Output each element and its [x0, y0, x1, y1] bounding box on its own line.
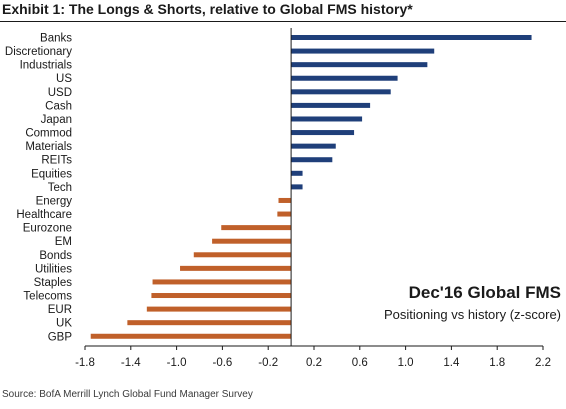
x-tick-label: 1.4	[443, 357, 460, 369]
bar	[152, 279, 292, 285]
bar	[291, 130, 355, 136]
annotation-title: Dec'16 Global FMS	[409, 283, 561, 302]
category-label: Energy	[36, 195, 73, 207]
category-label: Commod	[25, 128, 72, 140]
bar	[127, 320, 292, 326]
category-label: Bonds	[39, 250, 72, 262]
x-tick-label: -0.2	[258, 357, 278, 369]
bar	[221, 225, 292, 231]
source-note: Source: BofA Merrill Lynch Global Fund M…	[2, 389, 253, 400]
bar	[291, 157, 333, 163]
x-tick-label: 0.6	[352, 357, 368, 369]
bar	[291, 48, 435, 54]
category-label: Equities	[31, 168, 72, 180]
x-tick-label: -0.6	[212, 357, 232, 369]
bar	[90, 333, 292, 339]
annotation-subtitle: Positioning vs history (z-score)	[384, 307, 561, 322]
category-label: Japan	[41, 114, 72, 126]
bar	[291, 184, 303, 190]
bar	[180, 265, 292, 271]
category-label: Telecoms	[23, 291, 72, 303]
x-tick-label: 0.2	[306, 357, 322, 369]
bar	[212, 238, 292, 244]
bar	[151, 293, 292, 299]
chart-title: Exhibit 1: The Longs & Shorts, relative …	[2, 1, 413, 17]
bar	[291, 89, 391, 95]
bar	[277, 211, 292, 217]
tick-labels: -1.8 -1.4 -1.0 -0.6 -0.2 0.2 0.6 1.0 1.4 1.8 2.2	[75, 357, 551, 369]
bar	[193, 252, 292, 258]
category-label: REITs	[41, 155, 72, 167]
category-label: UK	[56, 318, 72, 330]
category-label: Healthcare	[16, 209, 72, 221]
x-tick-label: -1.0	[167, 357, 187, 369]
x-tick-label: 1.8	[489, 357, 505, 369]
category-label: Industrials	[20, 60, 73, 72]
category-label: EM	[55, 236, 72, 248]
category-label: Staples	[34, 277, 73, 289]
axes-group	[84, 28, 544, 350]
category-label: EUR	[48, 304, 72, 316]
x-tick-label: -1.4	[121, 357, 141, 369]
category-label: Materials	[25, 141, 72, 153]
x-tick-label: -1.8	[75, 357, 95, 369]
category-label: Banks	[40, 33, 72, 45]
category-label: USD	[48, 87, 72, 99]
category-label: Tech	[48, 182, 72, 194]
category-label: GBP	[48, 331, 73, 343]
bar	[291, 102, 371, 108]
bar	[278, 197, 292, 203]
bar	[291, 35, 532, 40]
title-rule	[0, 21, 566, 22]
bar	[291, 116, 363, 122]
bar	[291, 75, 398, 81]
category-label: Cash	[45, 100, 72, 112]
category-label: Eurozone	[23, 223, 72, 235]
category-label: Discretionary	[5, 46, 72, 58]
bar	[291, 143, 336, 149]
x-tick-label: 2.2	[535, 357, 551, 369]
x-tick-label: 1.0	[398, 357, 414, 369]
bar	[291, 62, 428, 68]
bar	[146, 306, 292, 312]
category-label: Utilities	[35, 263, 72, 275]
bars-group	[90, 35, 532, 339]
bar	[291, 170, 303, 176]
category-label: US	[56, 73, 72, 85]
